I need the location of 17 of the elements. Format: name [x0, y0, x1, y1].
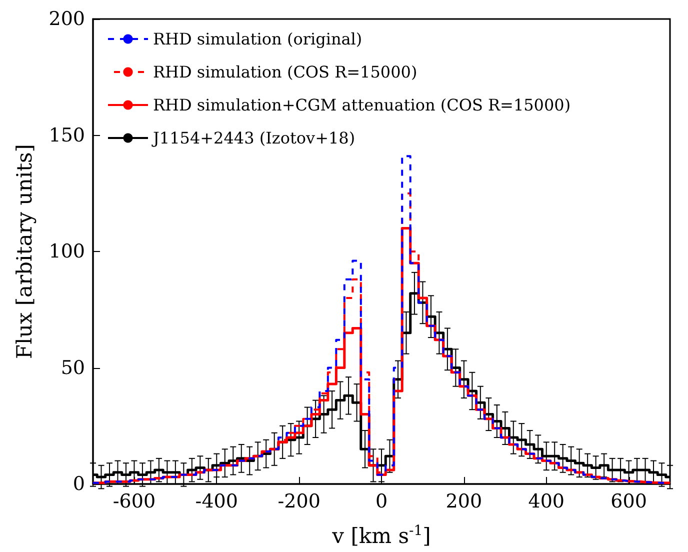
y-tick-label: 200	[48, 8, 85, 30]
x-tick-label: 0	[375, 490, 388, 512]
y-axis-title: Flux [arbitary units]	[12, 144, 36, 359]
x-tick-label: 200	[446, 490, 482, 512]
x-tick-label: 600	[610, 490, 647, 512]
x-tick-label: -600	[112, 490, 156, 512]
y-tick-label: 100	[48, 240, 85, 262]
y-tick-label: 50	[60, 356, 85, 379]
x-tick-label: -200	[278, 490, 320, 512]
y-tick-label: 150	[48, 124, 85, 146]
y-tick-label: 0	[72, 473, 85, 495]
legend-label: J1154+2443 (Izotov+18)	[151, 128, 356, 148]
x-tick-label: -400	[195, 490, 238, 512]
legend-label: RHD simulation+CGM attenuation (COS R=15000)	[153, 96, 571, 114]
legend-label: RHD simulation (original)	[153, 30, 362, 48]
legend-label: RHD simulation (COS R=15000)	[153, 62, 418, 82]
x-tick-label: 400	[528, 490, 564, 512]
